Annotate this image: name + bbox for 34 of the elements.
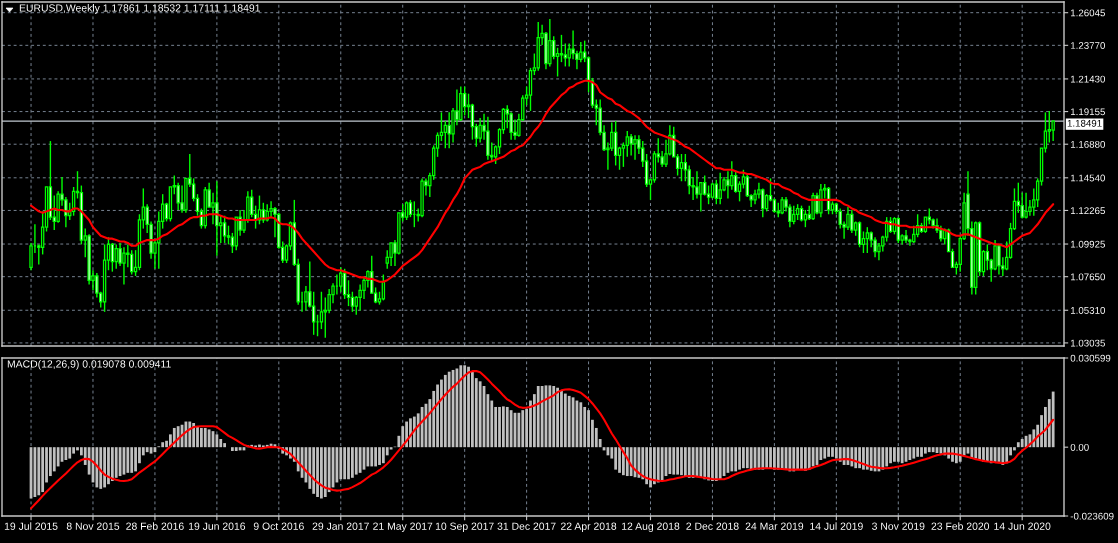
chart-title: EURUSD,Weekly 1.17861 1.18532 1.17111 1.18491: [19, 4, 260, 14]
x-tick-label: 14 Jul 2019: [810, 522, 863, 530]
y-tick-label: 1.09925: [1070, 240, 1105, 248]
y-tick-label: 1.19155: [1070, 108, 1105, 116]
x-tick-label: 21 May 2017: [373, 522, 433, 532]
y-tick-label: 1.03035: [1070, 339, 1105, 347]
x-tick-label: 3 Nov 2019: [872, 522, 925, 530]
x-tick-label: 29 Jan 2017: [312, 522, 369, 530]
y-tick-label: 1.12265: [1070, 207, 1105, 215]
y-tick-label: 0.030599: [1070, 354, 1111, 362]
y-tick-label: 1.07650: [1070, 273, 1106, 281]
x-tick-label: 28 Feb 2016: [126, 522, 184, 530]
y-tick-label: 1.16880: [1070, 140, 1106, 148]
x-tick-label: 19 Jun 2016: [189, 522, 246, 530]
y-tick-label: 1.26045: [1070, 9, 1105, 17]
x-tick-label: 2 Dec 2018: [686, 522, 739, 530]
y-tick-label: -0.023609: [1070, 512, 1114, 520]
ref-line-label: 1.18491: [1067, 119, 1102, 127]
x-tick-label: 22 Apr 2018: [560, 522, 617, 532]
y-tick-label: 1.23770: [1070, 42, 1106, 49]
chart-title: MACD(12,26,9) 0.019078 0.009411: [7, 360, 171, 370]
y-tick-label: 0.00: [1070, 443, 1089, 451]
x-tick-label: 31 Dec 2017: [497, 522, 556, 530]
y-tick-label: 1.21430: [1070, 75, 1106, 83]
x-tick-label: 9 Oct 2016: [253, 522, 304, 530]
y-tick-label: 1.14540: [1070, 174, 1106, 182]
y-tick-label: 1.05310: [1070, 307, 1106, 314]
x-tick-label: 8 Nov 2015: [66, 522, 120, 530]
x-tick-label: 12 Aug 2018: [622, 522, 680, 532]
x-tick-label: 10 Sep 2017: [435, 522, 494, 532]
x-tick-label: 24 Mar 2019: [745, 522, 804, 530]
x-tick-label: 19 Jul 2015: [4, 522, 58, 530]
x-tick-label: 23 Feb 2020: [931, 522, 990, 530]
x-tick-label: 14 Jun 2020: [994, 522, 1051, 530]
